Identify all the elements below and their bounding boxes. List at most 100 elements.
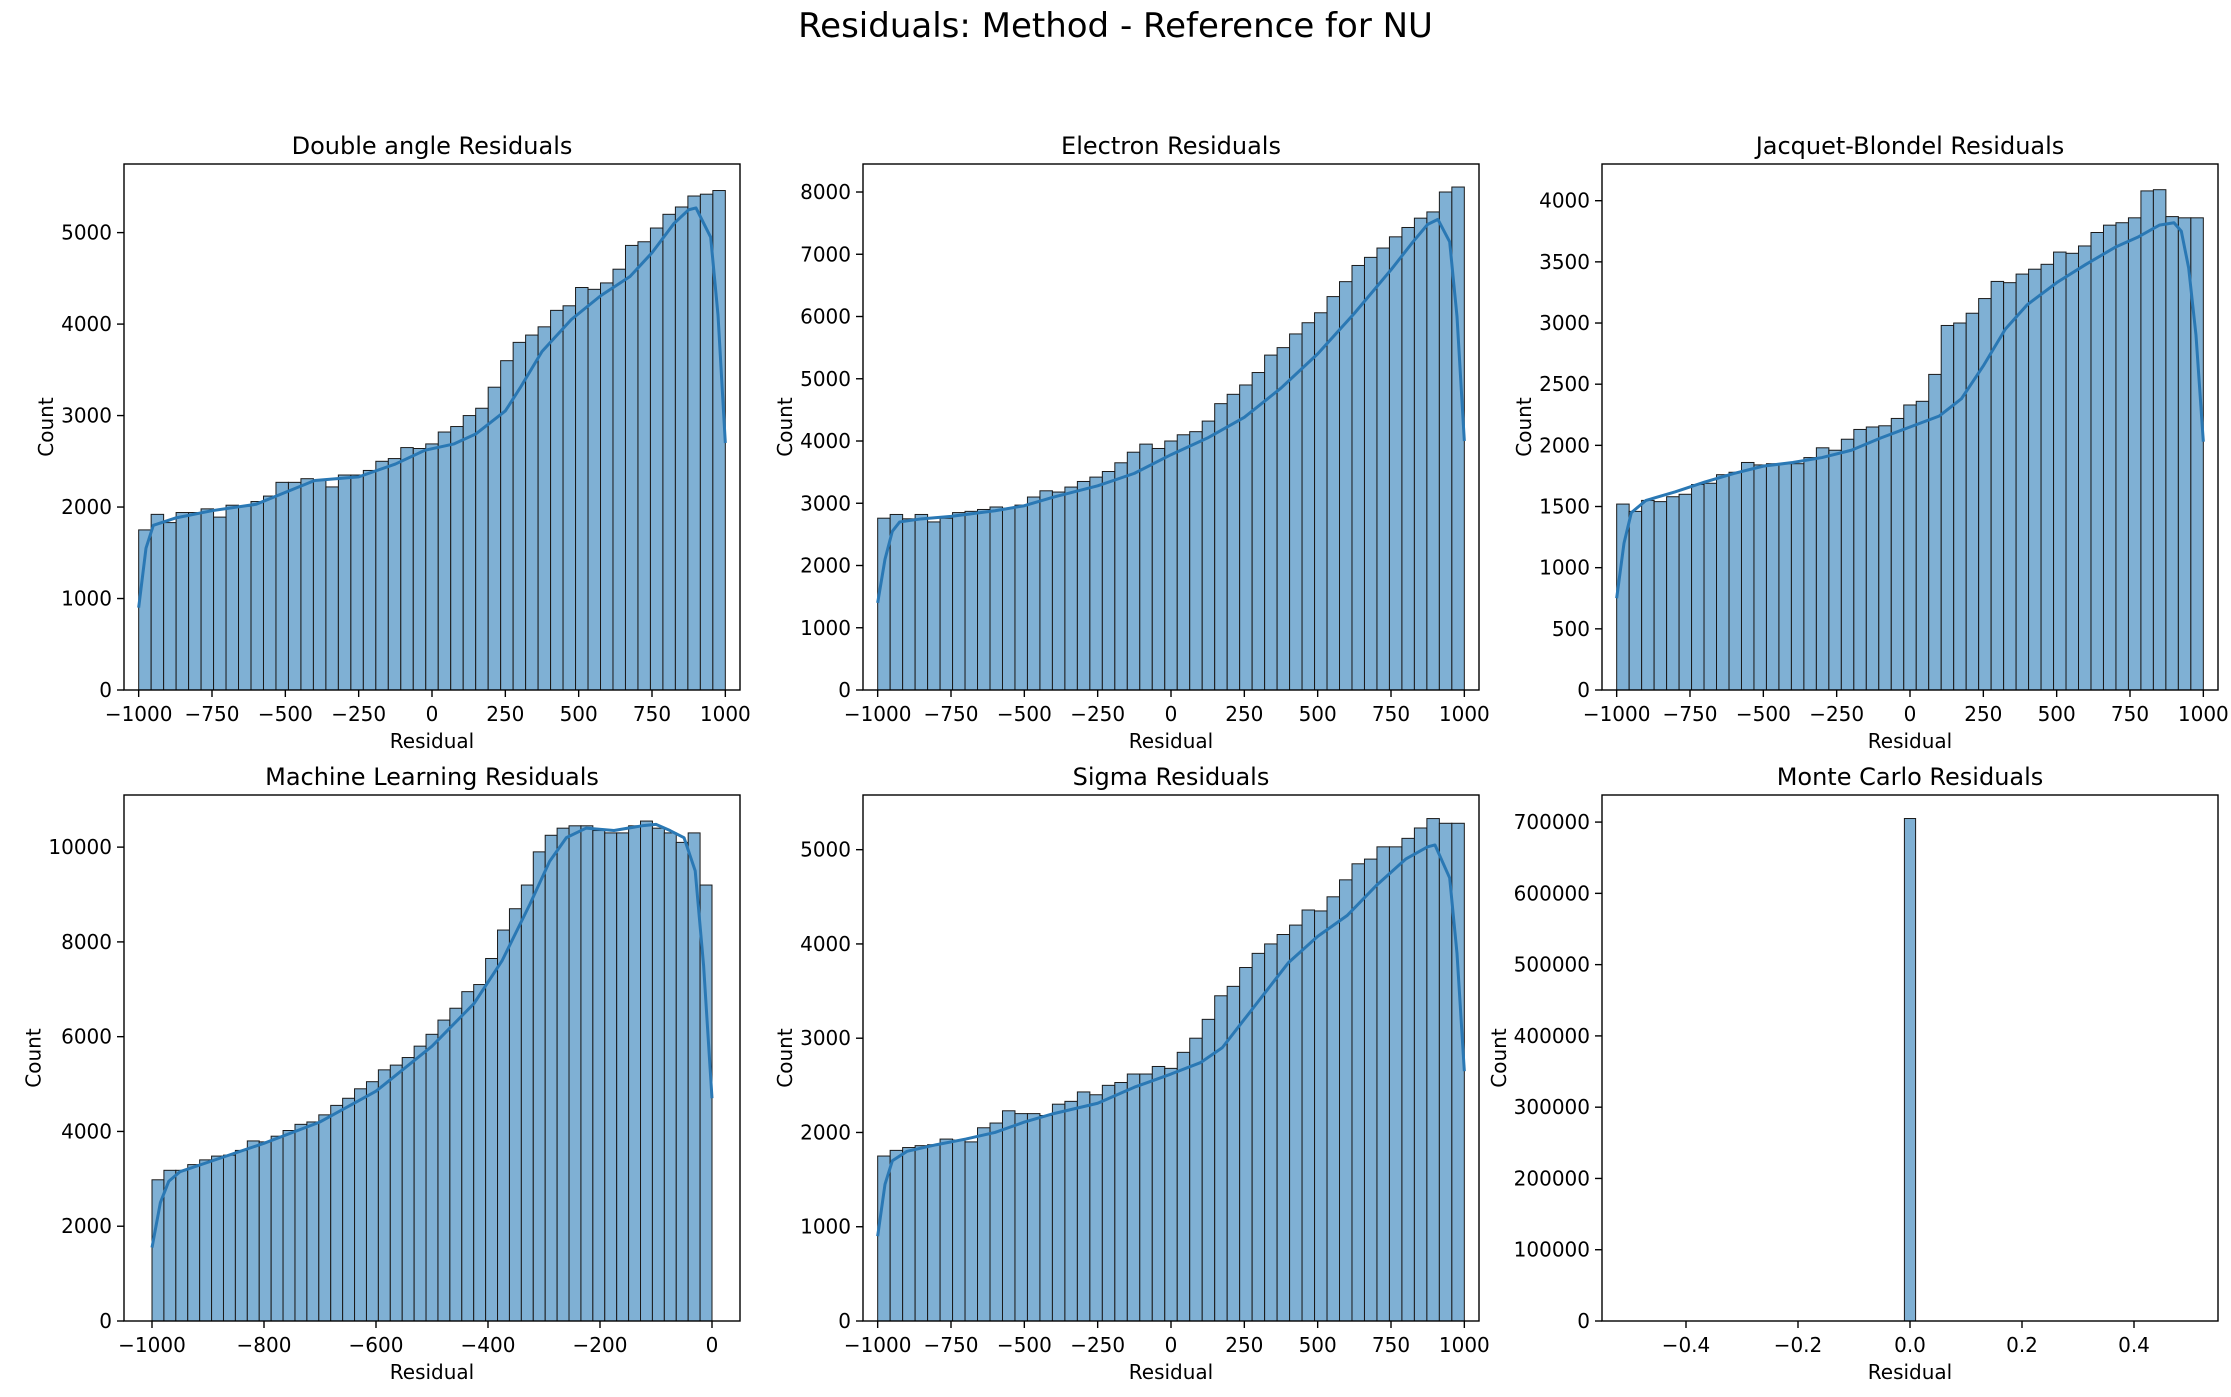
histogram-bar <box>1903 818 1917 1322</box>
histogram-bar <box>1388 236 1403 691</box>
histogram-bar <box>1239 384 1253 691</box>
x-tick-label: −400 <box>461 1333 516 1357</box>
y-tick-label: 0 <box>99 678 112 702</box>
x-tick-label: 250 <box>486 702 524 726</box>
histogram-bar <box>188 512 202 691</box>
histogram-bar <box>2090 232 2104 691</box>
histogram-bar <box>580 825 594 1322</box>
x-axis-label: Residual <box>1129 1360 1213 1384</box>
x-tick-label: −250 <box>1809 702 1864 726</box>
histogram-bar <box>662 213 676 691</box>
x-tick-label: 250 <box>1964 702 2002 726</box>
x-tick-label: 0.4 <box>2118 1333 2150 1357</box>
histogram-bar <box>964 510 979 691</box>
histogram-bar <box>2078 245 2092 691</box>
histogram-bar <box>473 984 487 1322</box>
histogram-bar <box>222 1154 236 1322</box>
histogram-bar <box>234 1149 248 1322</box>
histogram-bar <box>575 287 589 691</box>
y-tick-label: 2500 <box>1539 372 1590 396</box>
histogram-bar <box>1064 1100 1078 1322</box>
histogram-bar <box>1001 1110 1016 1322</box>
histogram-bar <box>624 244 639 691</box>
histogram-bar <box>330 1104 344 1322</box>
x-tick-label: 0 <box>1165 1333 1178 1357</box>
histogram-bar <box>568 825 582 1322</box>
y-tick-label: 1500 <box>1539 495 1590 519</box>
histogram-bar <box>187 1164 201 1322</box>
subplot-title: Machine Learning Residuals <box>265 763 599 791</box>
y-axis-label: Count <box>22 1028 46 1088</box>
histogram-bar <box>1114 1082 1128 1322</box>
x-tick-label: −0.2 <box>1774 1333 1823 1357</box>
x-tick-label: −1000 <box>844 1333 912 1357</box>
x-tick-label: −750 <box>185 702 240 726</box>
y-tick-label: 0 <box>1577 678 1590 702</box>
histogram-bar <box>1451 186 1465 691</box>
histogram-bar <box>437 431 452 691</box>
histogram-bar <box>1351 264 1365 691</box>
histogram-bar <box>1314 910 1328 1322</box>
histogram-bar <box>401 1057 415 1322</box>
x-tick-label: −750 <box>924 1333 979 1357</box>
x-tick-label: 750 <box>1372 1333 1410 1357</box>
histogram-bar <box>225 504 240 691</box>
histogram-bar <box>914 1145 929 1322</box>
histogram-bar <box>389 1064 403 1322</box>
y-tick-label: 4000 <box>61 312 112 336</box>
axes-frame <box>123 794 741 1322</box>
histogram-bar <box>1289 333 1303 691</box>
histogram-bar <box>1716 474 1730 691</box>
x-axis-label: Residual <box>1868 1360 1952 1384</box>
kde-line <box>150 822 714 1248</box>
histogram-bar <box>939 1138 954 1322</box>
histogram-bar <box>1401 226 1415 691</box>
histogram-bar <box>952 1139 966 1322</box>
y-tick-label: 6000 <box>800 305 851 329</box>
histogram-bar <box>1301 909 1316 1322</box>
histogram-bar <box>1139 1073 1153 1322</box>
x-tick-label: −500 <box>258 702 313 726</box>
histogram-bar <box>1026 496 1041 691</box>
histogram-bar <box>1828 449 1842 691</box>
histogram-bar <box>377 1069 391 1322</box>
histogram-bar <box>663 832 677 1322</box>
histogram-bar <box>1089 476 1103 691</box>
histogram-bar <box>1413 827 1428 1322</box>
histogram-bar <box>600 282 614 691</box>
histogram-bar <box>1376 846 1390 1322</box>
histogram-bar <box>1101 1084 1116 1322</box>
y-tick-label: 2000 <box>61 1214 112 1238</box>
histogram-bar <box>387 458 402 691</box>
histogram-bar <box>1039 1115 1053 1322</box>
histogram-bar <box>877 1155 891 1322</box>
x-tick-label: 0 <box>426 702 439 726</box>
histogram-bar <box>532 851 546 1322</box>
y-tick-label: 5000 <box>61 221 112 245</box>
y-tick-label: 0 <box>99 1309 112 1333</box>
histogram-bar <box>497 929 510 1322</box>
subplot-monte-carlo: −0.4 −0.2 0.0 0.2 0.4 0 100000 200000 300000 4000… <box>1487 763 2219 1384</box>
histogram-bar <box>1765 463 1780 691</box>
subplot-jacquet-blondel: −1000 −750 −500 −250 0 250 500 750 1000 0 500 1000 1… <box>1512 132 2229 753</box>
kde-line <box>137 206 727 608</box>
histogram-bar <box>537 326 552 691</box>
figure-title: Residuals: Method - Reference for NU <box>798 6 1433 46</box>
histogram-bar <box>1314 312 1328 691</box>
y-tick-label: 100000 <box>1514 1238 1590 1262</box>
y-tick-label: 300000 <box>1514 1095 1590 1119</box>
histogram-bar <box>1014 1113 1028 1322</box>
y-axis-label: Count <box>1487 1028 1511 1088</box>
histogram-bar <box>1189 431 1203 691</box>
subplot-machine-learning: −1000 −800 −600 −400 −200 0 0 2000 4000 6000 8000 1… <box>22 763 741 1384</box>
histogram-bar <box>1666 496 1680 691</box>
histogram-bar <box>1201 420 1216 691</box>
x-tick-label: −750 <box>924 702 979 726</box>
histogram-bar <box>1678 493 1693 691</box>
histogram-bar <box>1276 934 1291 1322</box>
x-tick-label: 750 <box>2111 702 2149 726</box>
histogram-bar <box>2190 217 2204 691</box>
histogram-bar <box>475 407 489 691</box>
x-tick-label: 1000 <box>2178 702 2229 726</box>
y-tick-label: 5000 <box>800 367 851 391</box>
